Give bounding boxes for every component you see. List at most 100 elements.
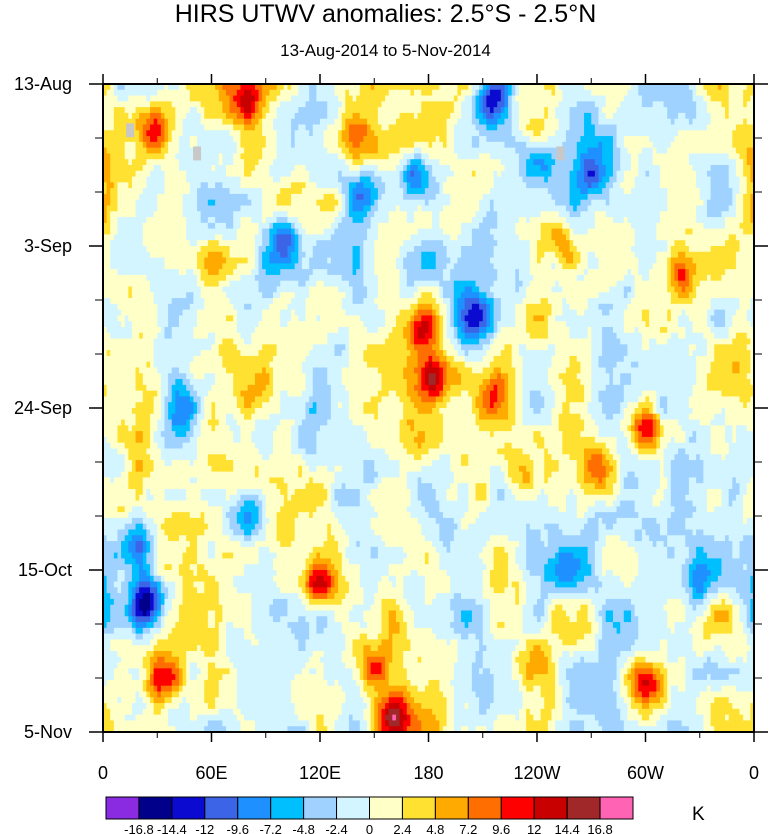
heatmap-cell [417, 205, 422, 212]
heatmap-cell [392, 136, 397, 143]
heatmap-cell [558, 234, 563, 241]
heatmap-cell [446, 124, 451, 131]
heatmap-cell [511, 228, 516, 236]
heatmap-cell [471, 130, 477, 137]
heatmap-cell [565, 118, 571, 126]
heatmap-cell [204, 222, 209, 230]
heatmap-cell [565, 136, 571, 143]
heatmap-cell [323, 234, 328, 241]
heatmap-cell [714, 124, 719, 131]
heatmap-cell [732, 141, 737, 149]
heatmap-cell [117, 124, 122, 131]
heatmap-cell [746, 95, 751, 102]
heatmap-cell [403, 170, 408, 178]
heatmap-cell [178, 124, 184, 131]
heatmap-cell [312, 112, 317, 120]
heatmap-cell [142, 89, 147, 97]
heatmap-cell [135, 193, 140, 201]
heatmap-cell [475, 222, 480, 230]
heatmap-cell [555, 84, 560, 91]
heatmap-cell [526, 188, 531, 195]
heatmap-cell [710, 118, 715, 126]
heatmap-cell [645, 211, 650, 218]
heatmap-cell [717, 112, 723, 120]
heatmap-cell [388, 159, 393, 166]
heatmap-cell [157, 147, 162, 155]
heatmap-cell [612, 188, 618, 195]
heatmap-cell [631, 182, 636, 189]
heatmap-cell [291, 153, 296, 160]
heatmap-cell [171, 147, 176, 155]
heatmap-cell [649, 147, 654, 155]
heatmap-cell [421, 136, 426, 143]
heatmap-cell [681, 234, 686, 241]
heatmap-cell [439, 211, 444, 218]
heatmap-cell [681, 176, 686, 183]
heatmap-cell [280, 234, 285, 241]
heatmap-cell [537, 165, 542, 172]
heatmap-cell [461, 159, 466, 166]
heatmap-cell [587, 217, 592, 224]
heatmap-cell [457, 222, 462, 230]
heatmap-cell [432, 234, 437, 241]
heatmap-cell [489, 199, 495, 207]
heatmap-cell [746, 170, 751, 178]
heatmap-cell [699, 107, 704, 114]
heatmap-cell [124, 159, 129, 166]
heatmap-cell [424, 211, 430, 218]
heatmap-cell [211, 89, 216, 97]
heatmap-cell [511, 95, 516, 102]
heatmap-cell [728, 141, 733, 149]
heatmap-cell [381, 234, 386, 241]
heatmap-cell [623, 107, 629, 114]
heatmap-cell [482, 165, 487, 172]
heatmap-cell [504, 228, 509, 236]
heatmap-cell [721, 141, 726, 149]
heatmap-cell [623, 182, 629, 189]
heatmap-cell [229, 124, 234, 131]
heatmap-cell [410, 193, 415, 201]
heatmap-cell [652, 182, 657, 189]
heatmap-cell [511, 118, 516, 126]
heatmap-cell [211, 193, 216, 201]
heatmap-cell [576, 182, 581, 189]
heatmap-cell [113, 112, 119, 120]
heatmap-cell [725, 95, 730, 102]
heatmap-cell [446, 188, 451, 195]
heatmap-cell [117, 112, 122, 120]
heatmap-cell [417, 170, 422, 178]
heatmap-cell [580, 118, 585, 126]
heatmap-cell [649, 89, 654, 97]
heatmap-cell [312, 176, 317, 183]
heatmap-cell [106, 211, 111, 218]
heatmap-cell [616, 234, 621, 241]
heatmap-cell [515, 136, 520, 143]
heatmap-cell [424, 199, 430, 207]
heatmap-cell [218, 217, 223, 224]
heatmap-cell [171, 89, 176, 97]
heatmap-cell [584, 159, 589, 166]
heatmap-cell [200, 193, 205, 201]
heatmap-cell [735, 222, 741, 230]
heatmap-cell [236, 107, 242, 114]
heatmap-cell [367, 205, 372, 212]
heatmap-cell [569, 107, 574, 114]
heatmap-cell [262, 89, 267, 97]
heatmap-cell [703, 124, 708, 131]
heatmap-cell [334, 124, 339, 131]
heatmap-cell [417, 89, 422, 97]
heatmap-cell [352, 112, 357, 120]
heatmap-cell [743, 84, 748, 91]
heatmap-cell [244, 84, 249, 91]
heatmap-cell [341, 95, 346, 102]
heatmap-cell [356, 147, 361, 155]
heatmap-cell [714, 118, 719, 126]
heatmap-cell [558, 124, 563, 131]
heatmap-cell [186, 205, 191, 212]
heatmap-cell [236, 95, 242, 102]
heatmap-cell [294, 130, 299, 137]
heatmap-cell [696, 217, 701, 224]
heatmap-cell [164, 228, 169, 236]
heatmap-cell [569, 170, 574, 178]
heatmap-cell [573, 217, 578, 224]
